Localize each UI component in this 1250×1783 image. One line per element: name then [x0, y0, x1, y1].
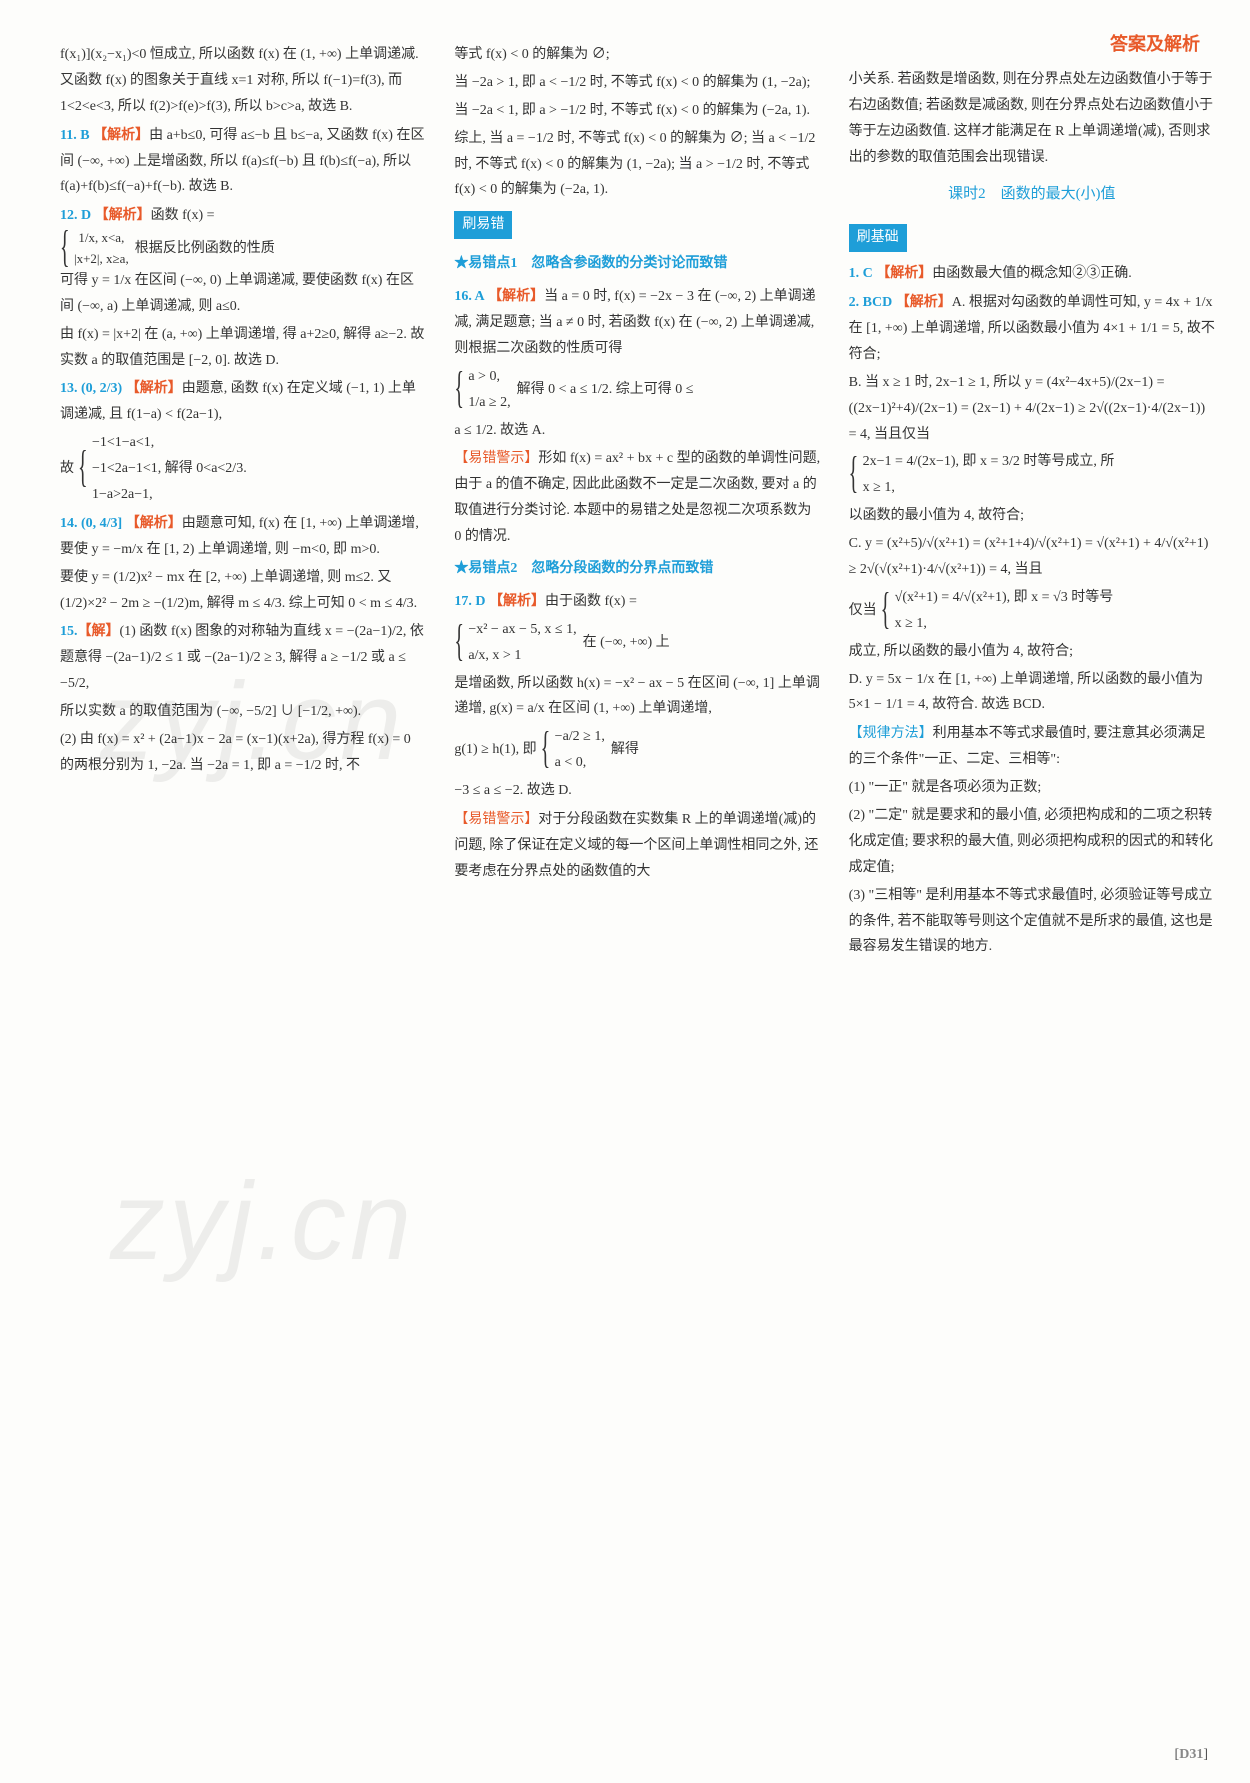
q15: 15.【解】(1) 函数 f(x) 图象的对称轴为直线 x = −(2a−1)/… [60, 618, 426, 697]
lesson-2-title: 课时2 函数的最大(小)值 [849, 181, 1215, 209]
page-content: f(x₁)](x₂−x₁)<0 恒成立, 所以函数 f(x) 在 (1, +∞)… [0, 0, 1250, 1007]
jiexi-label: 【解析】 [489, 592, 545, 608]
case: −x² − ax − 5, x ≤ 1, [468, 617, 576, 643]
explanation: C. y = (x²+5)/√(x²+1) = (x²+1+4)/√(x²+1)… [849, 531, 1215, 583]
body-text: 当 −2a > 1, 即 a < −1/2 时, 不等式 f(x) < 0 的解… [454, 70, 820, 96]
text: 由函数最大值的概念知②③正确. [932, 266, 1132, 281]
jiexi-label: 【解析】 [93, 126, 149, 142]
body-text: 当 −2a < 1, 即 a > −1/2 时, 不等式 f(x) < 0 的解… [454, 98, 820, 124]
text: 仅当 [849, 598, 877, 624]
question-num: 15. [60, 624, 78, 639]
rule-label: 【规律方法】 [849, 724, 933, 740]
warn-label: 【易错警示】 [454, 810, 538, 826]
explanation: D. y = 5x − 1/x 在 [1, +∞) 上单调递增, 所以函数的最小… [849, 667, 1215, 719]
case: a > 0, [468, 364, 510, 390]
explanation: 所以实数 a 的取值范围为 (−∞, −5/2] ∪ [−1/2, +∞). [60, 699, 426, 725]
explanation: 成立, 所以函数的最小值为 4, 故符合; [849, 639, 1215, 665]
rule-1: (1) "一正" 就是各项必须为正数; [849, 775, 1215, 801]
piecewise: −x² − ax − 5, x ≤ 1, a/x, x > 1 在 (−∞, +… [454, 617, 820, 669]
q17: 17. D 【解析】由于函数 f(x) = [454, 588, 820, 615]
jiexi-label: 【解析】 [126, 514, 182, 530]
watermark: zyj.cn [110, 1120, 415, 1324]
column-1: f(x₁)](x₂−x₁)<0 恒成立, 所以函数 f(x) 在 (1, +∞)… [60, 40, 426, 962]
case: a < 0, [555, 750, 605, 776]
text: 解得 0 < a ≤ 1/2. 综上可得 0 ≤ [517, 377, 694, 403]
case: −a/2 ≥ 1, [555, 724, 605, 750]
page-number: [D31] [1175, 1742, 1208, 1768]
question-num: 2. BCD [849, 295, 893, 310]
explanation: 以函数的最小值为 4, 故符合; [849, 503, 1215, 529]
question-num: 11. B [60, 128, 90, 143]
piecewise: 1/x, x<a, |x+2|, x≥a, 根据反比例函数的性质 [60, 231, 426, 266]
answer: (0, 4/3] [81, 516, 122, 531]
explanation: 要使 y = (1/2)x² − mx 在 [2, +∞) 上单调递增, 则 m… [60, 565, 426, 617]
explanation: a ≤ 1/2. 故选 A. [454, 418, 820, 444]
text: 在 (−∞, +∞) 上 [583, 630, 670, 656]
q16: 16. A 【解析】当 a = 0 时, f(x) = −2x − 3 在 (−… [454, 283, 820, 362]
section-shua-jichu: 刷基础 [849, 224, 907, 252]
q12: 12. D 【解析】函数 f(x) = [60, 202, 426, 229]
q1: 1. C 【解析】由函数最大值的概念知②③正确. [849, 260, 1215, 287]
cases: a > 0, 1/a ≥ 2, 解得 0 < a ≤ 1/2. 综上可得 0 ≤ [454, 364, 820, 416]
body-text: f(x₁)](x₂−x₁)<0 恒成立, 所以函数 f(x) 在 (1, +∞)… [60, 42, 426, 120]
case: 2x−1 = 4/(2x−1), 即 x = 3/2 时等号成立, 所 [863, 449, 1115, 475]
answer: (0, 2/3) [81, 381, 122, 396]
warning-2: 【易错警示】对于分段函数在实数集 R 上的单调递增(减)的问题, 除了保证在定义… [454, 806, 820, 885]
rule-method: 【规律方法】利用基本不等式求最值时, 要注意其必须满足的三个条件"一正、二定、三… [849, 720, 1215, 773]
jiexi-label: 【解析】 [896, 293, 952, 309]
text: 故 [60, 456, 74, 482]
explanation: 是增函数, 所以函数 h(x) = −x² − ax − 5 在区间 (−∞, … [454, 671, 820, 723]
question-num: 13. [60, 381, 78, 396]
cases: 故 −1<1−a<1, −1<2a−1<1, 解得 0<a<2/3. 1−a>2… [60, 430, 426, 508]
section-shua-yicuo: 刷易错 [454, 211, 512, 239]
text: 解得 [611, 737, 639, 763]
question-num: 14. [60, 516, 78, 531]
error-point-2: ★易错点2 忽略分段函数的分界点而致错 [454, 556, 820, 582]
explanation: 由 f(x) = |x+2| 在 (a, +∞) 上单调递增, 得 a+2≥0,… [60, 322, 426, 374]
q2: 2. BCD 【解析】A. 根据对勾函数的单调性可知, y = 4x + 1/x… [849, 289, 1215, 368]
jiexi-label: 【解析】 [488, 287, 544, 303]
explanation: (2) 由 f(x) = x² + (2a−1)x − 2a = (x−1)(x… [60, 727, 426, 779]
jiexi-label: 【解析】 [95, 206, 151, 222]
error-point-1: ★易错点1 忽略含参函数的分类讨论而致错 [454, 251, 820, 277]
body-text: 综上, 当 a = −1/2 时, 不等式 f(x) < 0 的解集为 ∅; 当… [454, 126, 820, 204]
case: 1/a ≥ 2, [468, 390, 510, 416]
jiexi-label: 【解析】 [126, 379, 182, 395]
column-2: 等式 f(x) < 0 的解集为 ∅; 当 −2a > 1, 即 a < −1/… [454, 40, 820, 962]
case: |x+2|, x≥a, [74, 251, 129, 266]
column-3: 小关系. 若函数是增函数, 则在分界点处左边函数值小于等于右边函数值; 若函数是… [849, 40, 1215, 962]
warning-1: 【易错警示】形如 f(x) = ax² + bx + c 型的函数的单调性问题,… [454, 445, 820, 550]
warn-label: 【易错警示】 [454, 449, 538, 465]
case: √(x²+1) = 4/√(x²+1), 即 x = √3 时等号 [895, 585, 1114, 611]
q14: 14. (0, 4/3] 【解析】由题意可知, f(x) 在 [1, +∞) 上… [60, 510, 426, 563]
q11: 11. B 【解析】由 a+b≤0, 可得 a≤−b 且 b≤−a, 又函数 f… [60, 122, 426, 201]
case: −1<2a−1<1, 解得 0<a<2/3. [92, 456, 247, 482]
rule-2: (2) "二定" 就是要求和的最小值, 必须把构成和的二项之积转化成定值; 要求… [849, 803, 1215, 881]
cases: g(1) ≥ h(1), 即 −a/2 ≥ 1, a < 0, 解得 [454, 724, 820, 776]
jiexi-label: 【解析】 [876, 264, 932, 280]
explanation: B. 当 x ≥ 1 时, 2x−1 ≥ 1, 所以 y = (4x²−4x+5… [849, 370, 1215, 448]
body-text: 等式 f(x) < 0 的解集为 ∅; [454, 42, 820, 68]
text: 函数 f(x) = [151, 208, 215, 223]
text: g(1) ≥ h(1), 即 [454, 737, 536, 763]
case: 1−a>2a−1, [92, 482, 247, 508]
case: x ≥ 1, [863, 475, 1115, 501]
explanation: −3 ≤ a ≤ −2. 故选 D. [454, 778, 820, 804]
body-text: 小关系. 若函数是增函数, 则在分界点处左边函数值小于等于右边函数值; 若函数是… [849, 67, 1215, 171]
case: a/x, x > 1 [468, 643, 576, 669]
cases: 仅当 √(x²+1) = 4/√(x²+1), 即 x = √3 时等号 x ≥… [849, 585, 1215, 637]
question-num: 1. C [849, 266, 873, 281]
jie-label: 【解】 [78, 622, 120, 638]
explanation: 可得 y = 1/x 在区间 (−∞, 0) 上单调递减, 要使函数 f(x) … [60, 268, 426, 320]
text: 根据反比例函数的性质 [135, 236, 275, 262]
text: 由于函数 f(x) = [545, 594, 637, 609]
q13: 13. (0, 2/3) 【解析】由题意, 函数 f(x) 在定义域 (−1, … [60, 375, 426, 428]
case: 1/x, x<a, [78, 230, 124, 245]
question-num: 16. A [454, 289, 484, 304]
cases: 2x−1 = 4/(2x−1), 即 x = 3/2 时等号成立, 所 x ≥ … [849, 449, 1215, 501]
case: −1<1−a<1, [92, 430, 247, 456]
case: x ≥ 1, [895, 611, 1114, 637]
rule-3: (3) "三相等" 是利用基本不等式求最值时, 必须验证等号成立的条件, 若不能… [849, 883, 1215, 961]
